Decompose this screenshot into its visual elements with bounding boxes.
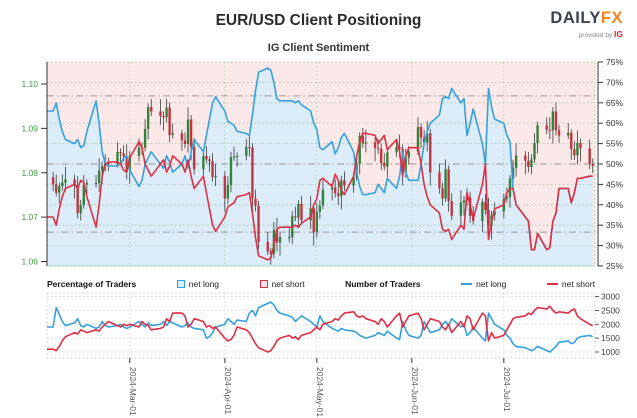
net-long-dash-icon	[461, 283, 473, 285]
legend-pct-net-short: net short	[259, 279, 305, 289]
date-tick-label: 2024-Jun-01	[410, 367, 420, 415]
dailyfx-logo: DAILYFX provided by IG	[550, 10, 623, 40]
date-tick-label: 2024-May-01	[315, 367, 325, 417]
count-tick-label: 2500	[601, 305, 620, 315]
count-tick-label: 1000	[601, 347, 620, 357]
pct-tick-label: 65%	[606, 98, 623, 108]
pct-tick-label: 30%	[606, 241, 623, 251]
pct-tick-label: 40%	[606, 200, 623, 210]
price-tick-label: 1.08	[21, 168, 38, 178]
pct-tick-label: 55%	[606, 139, 623, 149]
date-tick-label: 2024-Mar-01	[128, 367, 138, 416]
legend-num-net-short: net short	[546, 279, 595, 289]
price-tick-label: 1.07	[21, 212, 38, 222]
main-axes: 1.06 1.07 1.08 1.09 1.10 25% 30% 35% 40% 45% 50% 55…	[21, 57, 623, 271]
count-tick-label: 3000	[601, 292, 620, 302]
net-short-swatch-icon	[259, 280, 268, 288]
pct-tick-label: 25%	[606, 261, 623, 271]
date-tick-label: 2024-Apr-01	[223, 367, 233, 415]
legend-number-title: Number of Traders	[345, 279, 421, 289]
sentiment-fill-areas	[47, 62, 595, 266]
chart-legend: Percentage of Traders net long net short…	[47, 277, 595, 291]
legend-num-net-short-label: net short	[561, 279, 595, 289]
legend-percentage-title: Percentage of Traders	[47, 279, 137, 289]
pct-tick-label: 70%	[606, 77, 623, 87]
price-tick-label: 1.09	[21, 123, 38, 133]
count-tick-label: 1500	[601, 333, 620, 343]
legend-num-net-long-label: net long	[476, 279, 507, 289]
logo-daily: DAILY	[550, 9, 601, 27]
logo-provided-by: provided by IG	[550, 30, 623, 40]
page-title: EUR/USD Client Positioning	[215, 12, 422, 29]
logo-fx: FX	[600, 9, 623, 27]
date-tick-label: 2024-Jul-01	[502, 367, 512, 412]
pct-tick-label: 50%	[606, 159, 623, 169]
pct-tick-label: 60%	[606, 118, 623, 128]
logo-ig: IG	[614, 29, 623, 39]
legend-pct-net-short-label: net short	[271, 279, 305, 289]
net-long-swatch-icon	[176, 280, 185, 288]
provided-by-text: provided by	[578, 32, 613, 39]
sentiment-lines	[47, 67, 593, 261]
pct-tick-label: 45%	[606, 179, 623, 189]
count-tick-label: 2000	[601, 319, 620, 329]
net-short-dash-icon	[546, 283, 558, 285]
legend-pct-net-long-label: net long	[188, 279, 220, 289]
price-tick-label: 1.06	[21, 257, 38, 267]
pct-tick-label: 75%	[606, 57, 623, 67]
legend-pct-net-long: net long	[176, 279, 220, 289]
price-tick-label: 1.10	[21, 79, 38, 89]
pct-tick-label: 35%	[606, 220, 623, 230]
date-axis: 2024-Mar-01 2024-Apr-01 2024-May-01 2024-Ju…	[128, 358, 512, 417]
price-candlesticks	[51, 98, 594, 265]
traders-count-chart: 1000 1500 2000 2500 3000	[46, 292, 620, 359]
chart-subtitle: IG Client Sentiment	[267, 42, 370, 54]
legend-num-net-long: net long	[461, 279, 506, 289]
